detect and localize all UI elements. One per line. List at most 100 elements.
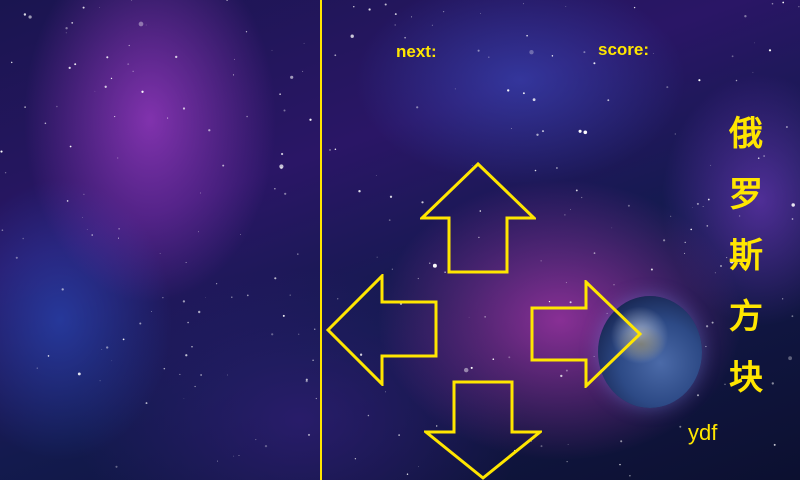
star [611, 227, 613, 229]
star [706, 225, 709, 227]
star [705, 325, 709, 328]
star [36, 367, 38, 369]
star [141, 90, 144, 93]
star [523, 3, 524, 5]
star [222, 164, 225, 167]
star [280, 152, 284, 156]
star [99, 6, 100, 8]
star [298, 333, 300, 335]
star [583, 130, 588, 135]
star [329, 149, 331, 151]
star [114, 116, 116, 118]
star [773, 443, 776, 446]
star [375, 174, 377, 176]
star [411, 16, 413, 18]
star [488, 56, 490, 58]
star [696, 202, 699, 205]
star [200, 374, 202, 376]
star [670, 215, 672, 217]
star [4, 172, 7, 174]
star [118, 237, 119, 239]
star [187, 321, 189, 324]
star [216, 283, 218, 285]
star [246, 294, 249, 297]
star [217, 460, 218, 462]
star [593, 252, 596, 254]
star [384, 3, 387, 6]
star [388, 219, 391, 221]
star [151, 311, 153, 312]
star [551, 55, 554, 57]
star [565, 282, 567, 284]
star [463, 367, 469, 373]
star [182, 300, 186, 303]
star [264, 444, 268, 448]
star [334, 148, 337, 151]
star [106, 346, 109, 349]
star [111, 360, 113, 362]
star [679, 425, 682, 428]
star [627, 204, 630, 207]
star [233, 455, 235, 457]
star [194, 385, 196, 388]
star [619, 463, 621, 466]
star [197, 231, 199, 233]
star [233, 58, 235, 60]
star [82, 217, 83, 219]
star [199, 192, 202, 194]
star [507, 89, 510, 92]
star [163, 367, 166, 370]
star [663, 239, 666, 242]
star [297, 253, 299, 255]
star [132, 70, 134, 72]
star [131, 0, 133, 1]
star [106, 56, 109, 59]
star [337, 298, 339, 300]
star [666, 86, 669, 89]
move-right-button[interactable] [530, 280, 642, 388]
star [82, 6, 85, 9]
star [118, 228, 120, 230]
star [99, 380, 101, 382]
star [66, 200, 69, 202]
star [532, 98, 536, 102]
star [303, 42, 305, 44]
star [185, 262, 187, 264]
star [255, 439, 257, 441]
star [10, 61, 13, 64]
drop-down-button[interactable] [424, 380, 542, 480]
star [305, 378, 308, 381]
star [94, 90, 96, 92]
star [508, 356, 511, 359]
star [28, 15, 32, 19]
star [566, 461, 568, 463]
score-label: score: [598, 40, 650, 59]
star [416, 106, 419, 109]
next-piece-label: next: [396, 42, 437, 61]
move-left-button[interactable] [326, 274, 440, 386]
star [752, 71, 754, 73]
star [315, 397, 317, 400]
star [0, 150, 3, 153]
star [620, 440, 623, 443]
star [358, 190, 361, 193]
star [738, 215, 741, 217]
star [421, 201, 424, 204]
star [754, 42, 755, 44]
star [629, 475, 631, 477]
star [232, 74, 235, 76]
star [56, 105, 58, 108]
star [312, 359, 314, 362]
star [83, 193, 85, 196]
star [684, 252, 686, 254]
star [763, 155, 765, 157]
star [674, 133, 676, 135]
star [91, 234, 93, 236]
star [714, 272, 716, 274]
star [534, 169, 537, 172]
title-char: 块 [729, 358, 763, 398]
star [198, 310, 201, 314]
star [283, 109, 286, 112]
star [731, 55, 734, 58]
rotate-up-button[interactable] [420, 162, 536, 276]
